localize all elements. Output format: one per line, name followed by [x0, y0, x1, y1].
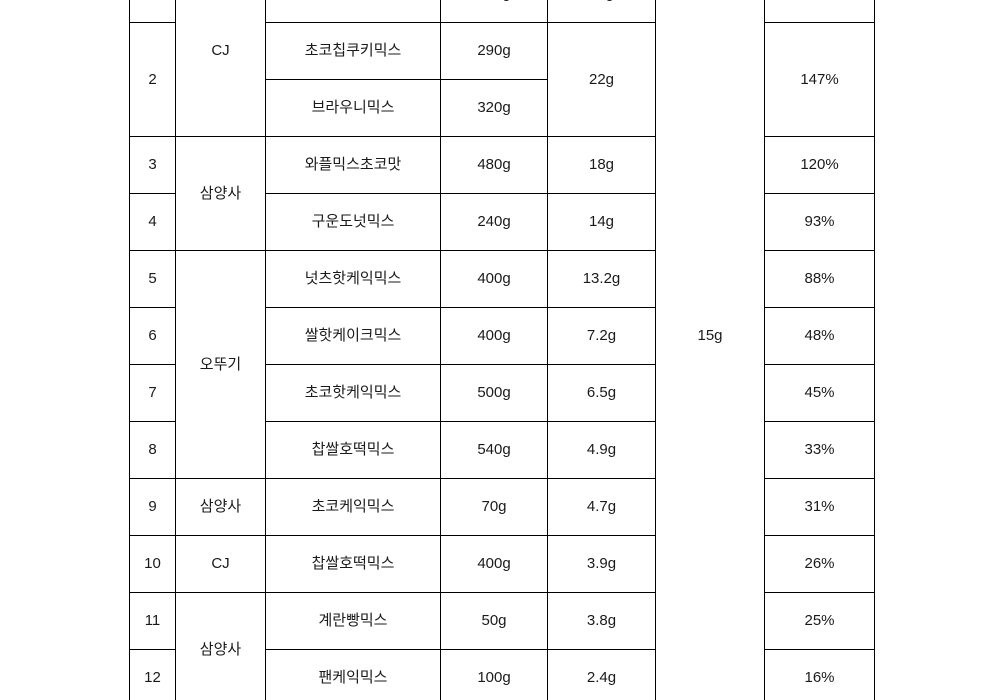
- sugar-amount-cell: 27g: [547, 0, 656, 23]
- product-weight-cell: 290g: [440, 22, 548, 80]
- row-index-cell: 5: [129, 250, 176, 308]
- product-name-cell: 넛츠핫케익믹스: [265, 250, 441, 308]
- percent-cell: 147%: [764, 22, 875, 137]
- product-weight-cell: 500g: [440, 364, 548, 422]
- product-name-cell: 찹쌀호떡믹스: [265, 535, 441, 593]
- sugar-amount-cell: 6.5g: [547, 364, 656, 422]
- table-row: 1CJ와플믹스450g27g15g180%: [129, 0, 875, 700]
- table-body: 1CJ와플믹스450g27g15g180%2초코칩쿠키믹스290g22g147%…: [129, 0, 875, 700]
- sugar-content-table: 1CJ와플믹스450g27g15g180%2초코칩쿠키믹스290g22g147%…: [129, 0, 875, 700]
- product-name-cell: 초코케익믹스: [265, 478, 441, 536]
- percent-cell: 25%: [764, 592, 875, 650]
- percent-cell: 45%: [764, 364, 875, 422]
- product-name-cell: 쌀핫케이크믹스: [265, 307, 441, 365]
- product-weight-cell: 540g: [440, 421, 548, 479]
- row-index-cell: 11: [129, 592, 176, 650]
- table-row: 5 오뚜기 넛츠핫케익믹스 400g 13.2g 88%: [129, 250, 875, 479]
- row-index-cell: 8: [129, 421, 176, 479]
- product-weight-cell: 400g: [440, 535, 548, 593]
- product-weight-cell: 450g: [440, 0, 548, 23]
- sugar-amount-cell: 13.2g: [547, 250, 656, 308]
- row-index-cell: 10: [129, 535, 176, 593]
- table-row: 3 삼양사 와플믹스초코맛 480g 18g 120%: [129, 136, 875, 251]
- sugar-amount-cell: 14g: [547, 193, 656, 251]
- product-weight-cell: 480g: [440, 136, 548, 194]
- table-row: 7 초코핫케익믹스 500g 6.5g 45%: [129, 364, 875, 422]
- percent-cell: 33%: [764, 421, 875, 479]
- sugar-amount-cell: 22g: [547, 22, 656, 137]
- sugar-amount-cell: 3.8g: [547, 592, 656, 650]
- row-index-cell: 4: [129, 193, 176, 251]
- sugar-amount-cell: 18g: [547, 136, 656, 194]
- brand-cell: 삼양사: [175, 136, 266, 251]
- percent-cell: 26%: [764, 535, 875, 593]
- product-weight-cell: 70g: [440, 478, 548, 536]
- brand-cell: CJ: [175, 535, 266, 593]
- percent-cell: 48%: [764, 307, 875, 365]
- percent-cell: 88%: [764, 250, 875, 308]
- product-weight-cell: 400g: [440, 307, 548, 365]
- product-name-cell: 계란빵믹스: [265, 592, 441, 650]
- sugar-amount-cell: 7.2g: [547, 307, 656, 365]
- row-index-cell: 7: [129, 364, 176, 422]
- product-name-cell: 구운도넛믹스: [265, 193, 441, 251]
- product-weight-cell: 100g: [440, 649, 548, 700]
- percent-cell: 93%: [764, 193, 875, 251]
- brand-cell: 오뚜기: [175, 250, 266, 479]
- table-row: 2 초코칩쿠키믹스 290g 22g 147%: [129, 22, 875, 137]
- product-weight-cell: 320g: [440, 79, 548, 137]
- product-weight-cell: 400g: [440, 250, 548, 308]
- product-name-cell: 와플믹스초코맛: [265, 136, 441, 194]
- product-name-cell: 브라우니믹스: [265, 79, 441, 137]
- percent-cell: 120%: [764, 136, 875, 194]
- sugar-amount-cell: 4.7g: [547, 478, 656, 536]
- product-name-cell: 초코칩쿠키믹스: [265, 22, 441, 80]
- table-row: 10 CJ 찹쌀호떡믹스 400g 3.9g 26%: [129, 535, 875, 593]
- percent-cell: 31%: [764, 478, 875, 536]
- table-row: 8 찹쌀호떡믹스 540g 4.9g 33%: [129, 421, 875, 479]
- product-name-cell: 초코핫케익믹스: [265, 364, 441, 422]
- row-index-cell: 3: [129, 136, 176, 194]
- table-row: 브라우니믹스 320g: [130, 79, 875, 137]
- brand-cell: 삼양사: [175, 478, 266, 536]
- table-row: 4 구운도넛믹스 240g 14g 93%: [129, 193, 875, 251]
- brand-cell: 삼양사: [175, 592, 266, 700]
- product-name-cell: 와플믹스: [265, 0, 441, 23]
- table-row: 9 삼양사 초코케익믹스 70g 4.7g 31%: [129, 478, 875, 536]
- sugar-amount-cell: 2.4g: [547, 649, 656, 700]
- product-name-cell: 찹쌀호떡믹스: [265, 421, 441, 479]
- table-row: 11 삼양사 계란빵믹스 50g 3.8g 25%: [129, 592, 875, 700]
- table-row: 12 팬케익믹스 100g 2.4g 16%: [129, 649, 875, 700]
- serving-reference-cell: 15g: [655, 0, 765, 700]
- brand-cell: CJ: [175, 0, 266, 137]
- percent-cell: 180%: [764, 0, 875, 23]
- row-index-cell: 12: [129, 649, 176, 700]
- row-index-cell: 1: [129, 0, 176, 23]
- product-weight-cell: 50g: [440, 592, 548, 650]
- percent-cell: 16%: [764, 649, 875, 700]
- sugar-amount-cell: 3.9g: [547, 535, 656, 593]
- sugar-amount-cell: 4.9g: [547, 421, 656, 479]
- row-index-cell: 6: [129, 307, 176, 365]
- product-weight-cell: 240g: [440, 193, 548, 251]
- row-index-cell: 2: [129, 22, 176, 137]
- row-index-cell: 9: [129, 478, 176, 536]
- product-name-cell: 팬케익믹스: [265, 649, 441, 700]
- table-row: 6 쌀핫케이크믹스 400g 7.2g 48%: [129, 307, 875, 365]
